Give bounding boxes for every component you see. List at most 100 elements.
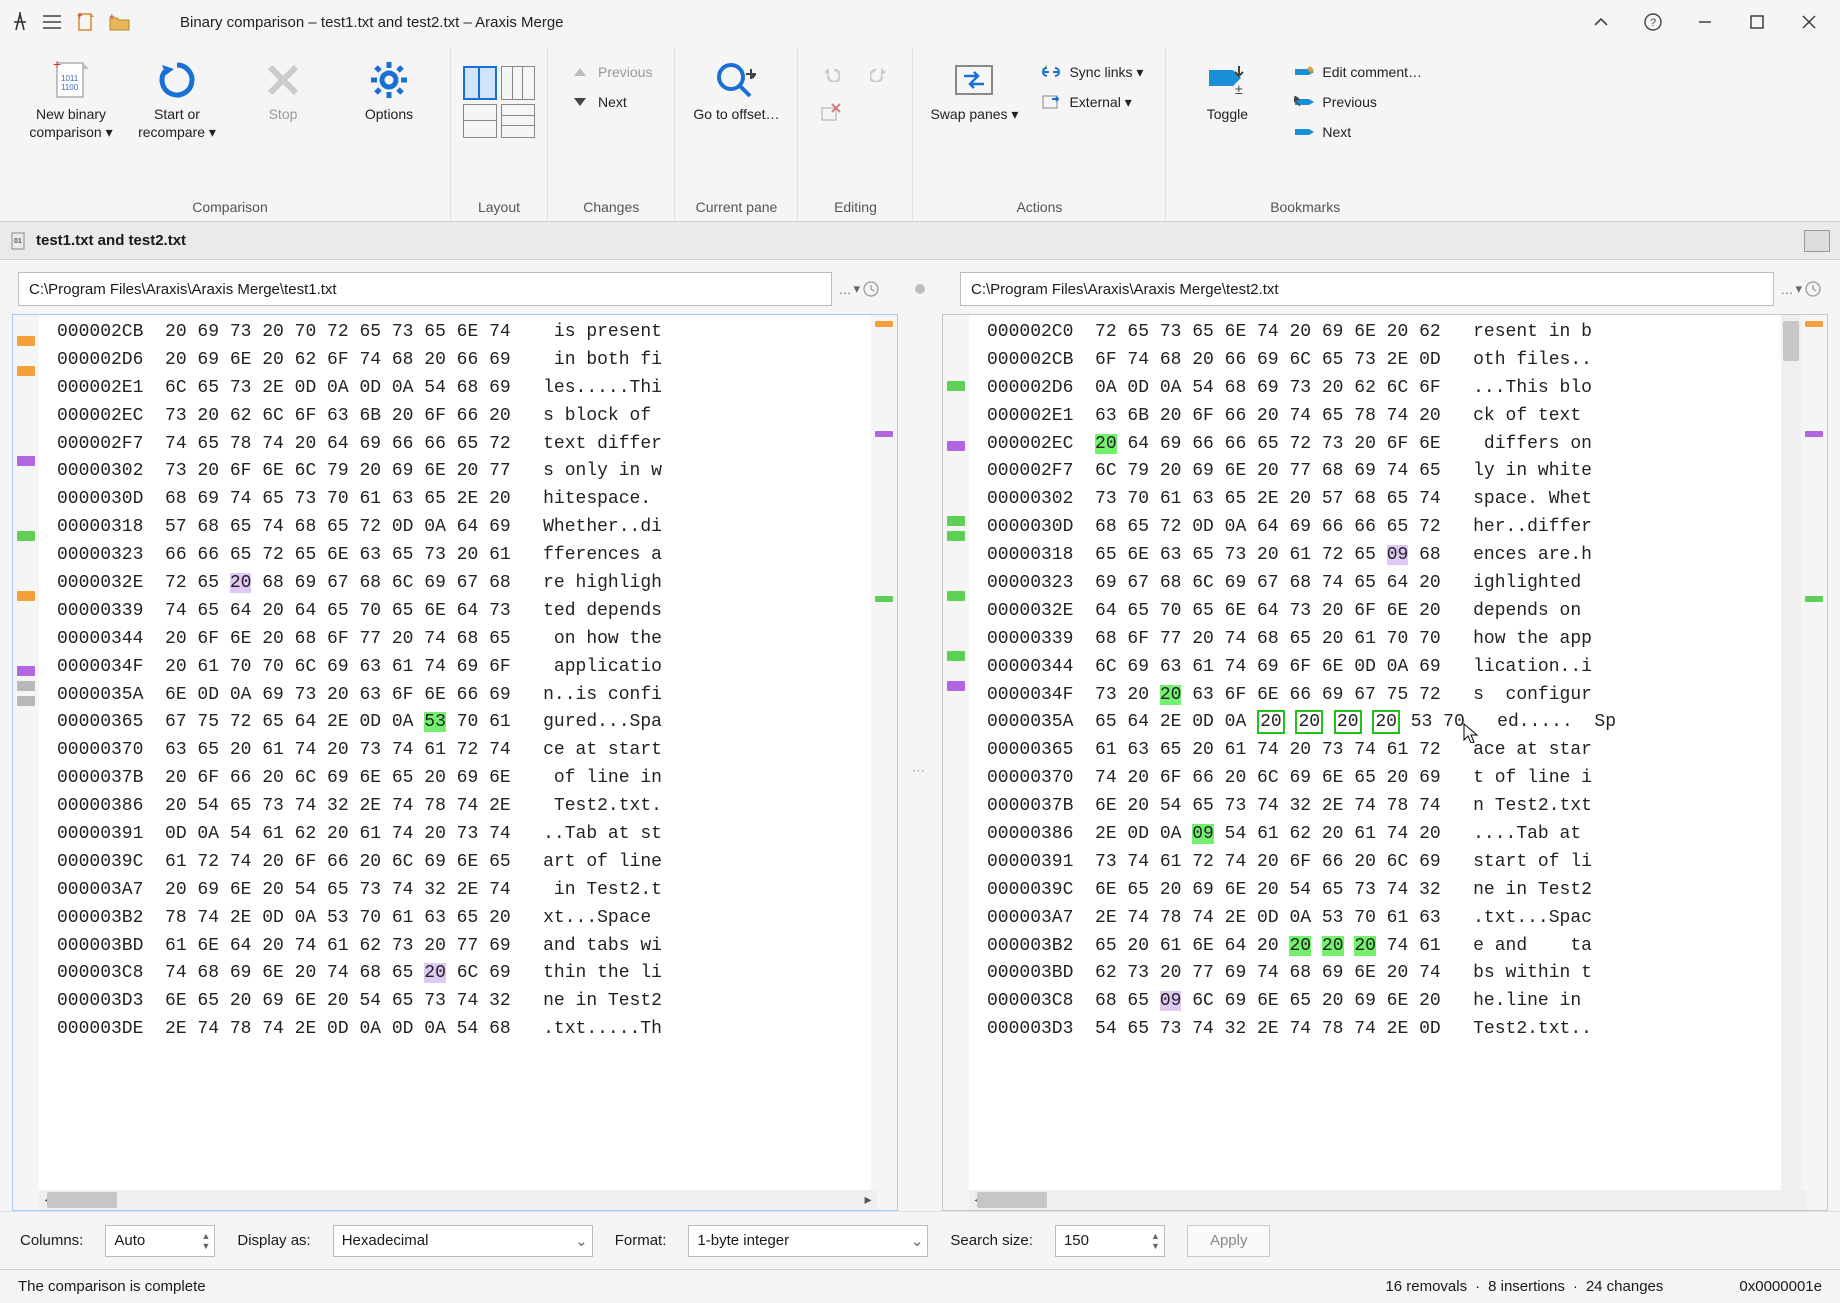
hex-row[interactable]: 00000318 57 68 65 74 68 65 72 0D 0A 64 6… xyxy=(39,514,871,542)
hex-row[interactable]: 000002D6 20 69 6E 20 62 6F 74 68 20 66 6… xyxy=(39,347,871,375)
hex-row[interactable]: 000002CB 20 69 73 20 70 72 65 73 65 6E 7… xyxy=(39,319,871,347)
toggle-bookmark-button[interactable]: ± Toggle xyxy=(1178,52,1276,128)
search-size-input[interactable]: 150 ▲▼ xyxy=(1055,1225,1165,1257)
hex-row[interactable]: 0000037B 20 6F 66 20 6C 69 6E 65 20 69 6… xyxy=(39,765,871,793)
hex-row[interactable]: 000003B2 65 20 61 6E 64 20 20 20 20 74 6… xyxy=(969,933,1781,961)
left-hex-pane[interactable]: 000002CB 20 69 73 20 70 72 65 73 65 6E 7… xyxy=(12,314,898,1211)
hex-row[interactable]: 0000032E 72 65 20 68 69 67 68 6C 69 67 6… xyxy=(39,570,871,598)
previous-bookmark-button[interactable]: Previous xyxy=(1284,88,1432,116)
right-path-dropdown-icon[interactable]: ▾ xyxy=(1795,281,1802,297)
new-doc-icon[interactable]: + xyxy=(72,8,100,36)
minimize-button[interactable] xyxy=(1682,6,1728,38)
hex-row[interactable]: 0000037B 6E 20 54 65 73 74 32 2E 74 78 7… xyxy=(969,793,1781,821)
start-recompare-button[interactable]: Start or recompare ▾ xyxy=(128,52,226,145)
hex-row[interactable]: 00000323 66 66 65 72 65 6E 63 65 73 20 6… xyxy=(39,542,871,570)
hex-row[interactable]: 0000035A 6E 0D 0A 69 73 20 63 6F 6E 66 6… xyxy=(39,682,871,710)
hex-row[interactable]: 000002CB 6F 74 68 20 66 69 6C 65 73 2E 0… xyxy=(969,347,1781,375)
left-path-history-icon[interactable] xyxy=(862,280,880,298)
hex-row[interactable]: 000003B2 78 74 2E 0D 0A 53 70 61 63 65 2… xyxy=(39,905,871,933)
spinner-icon[interactable]: ▲▼ xyxy=(201,1230,210,1252)
swap-panes-button[interactable]: Swap panes ▾ xyxy=(925,52,1023,128)
hex-row[interactable]: 00000370 74 20 6F 66 20 6C 69 6E 65 20 6… xyxy=(969,765,1781,793)
hex-row[interactable]: 000003BD 62 73 20 77 69 74 68 69 6E 20 7… xyxy=(969,960,1781,988)
hex-row[interactable]: 0000034F 73 20 20 63 6F 6E 66 69 67 75 7… xyxy=(969,682,1781,710)
hex-row[interactable]: 000003DE 2E 74 78 74 2E 0D 0A 0D 0A 54 6… xyxy=(39,1016,871,1044)
hex-row[interactable]: 0000030D 68 69 74 65 73 70 61 63 65 2E 2… xyxy=(39,486,871,514)
hex-row[interactable]: 00000370 63 65 20 61 74 20 73 74 61 72 7… xyxy=(39,737,871,765)
hex-row[interactable]: 000002E1 63 6B 20 6F 66 20 74 65 78 74 2… xyxy=(969,403,1781,431)
hex-row[interactable]: 0000039C 61 72 74 20 6F 66 20 6C 69 6E 6… xyxy=(39,849,871,877)
hex-row[interactable]: 0000039C 6E 65 20 69 6E 20 54 65 73 74 3… xyxy=(969,877,1781,905)
hex-row[interactable]: 00000365 67 75 72 65 64 2E 0D 0A 53 70 6… xyxy=(39,709,871,737)
dropdown-icon[interactable]: ⌄ xyxy=(911,1230,924,1252)
open-folder-icon[interactable]: + xyxy=(106,8,134,36)
hex-row[interactable]: 000002D6 0A 0D 0A 54 68 69 73 20 62 6C 6… xyxy=(969,375,1781,403)
hex-row[interactable]: 00000318 65 6E 63 65 73 20 61 72 65 09 6… xyxy=(969,542,1781,570)
hex-row[interactable]: 0000034F 20 61 70 70 6C 69 63 61 74 69 6… xyxy=(39,654,871,682)
maximize-button[interactable] xyxy=(1734,6,1780,38)
new-binary-comparison-button[interactable]: 10111100+ New binary comparison ▾ xyxy=(22,52,120,145)
left-path-more-icon[interactable]: … xyxy=(838,282,851,297)
hex-row[interactable]: 000003A7 20 69 6E 20 54 65 73 74 32 2E 7… xyxy=(39,877,871,905)
hex-row[interactable]: 0000032E 64 65 70 65 6E 64 73 20 6F 6E 2… xyxy=(969,598,1781,626)
options-button[interactable]: Options xyxy=(340,52,438,128)
hex-row[interactable]: 00000302 73 20 6F 6E 6C 79 20 69 6E 20 7… xyxy=(39,458,871,486)
apply-button[interactable]: Apply xyxy=(1187,1225,1271,1257)
hex-row[interactable]: 000003C8 74 68 69 6E 20 74 68 65 20 6C 6… xyxy=(39,960,871,988)
left-horizontal-scrollbar[interactable]: ◂ ▸ xyxy=(39,1190,877,1210)
ribbon-collapse-icon[interactable] xyxy=(1578,6,1624,38)
hex-row[interactable]: 00000302 73 70 61 63 65 2E 20 57 68 65 7… xyxy=(969,486,1781,514)
hex-row[interactable]: 000003C8 68 65 09 6C 69 6E 65 20 69 6E 2… xyxy=(969,988,1781,1016)
document-tab[interactable]: 01 test1.txt and test2.txt xyxy=(10,232,186,250)
hex-row[interactable]: 000003BD 61 6E 64 20 74 61 62 73 20 77 6… xyxy=(39,933,871,961)
hex-row[interactable]: 00000391 73 74 61 72 74 20 6F 66 20 6C 6… xyxy=(969,849,1781,877)
scroll-thumb[interactable] xyxy=(977,1192,1047,1208)
left-hex-content[interactable]: 000002CB 20 69 73 20 70 72 65 73 65 6E 7… xyxy=(39,315,871,1210)
hex-row[interactable]: 00000344 20 6F 6E 20 68 6F 77 20 74 68 6… xyxy=(39,626,871,654)
right-hex-content[interactable]: 000002C0 72 65 73 65 6E 74 20 69 6E 20 6… xyxy=(969,315,1781,1210)
format-select[interactable]: 1-byte integer ⌄ xyxy=(688,1225,928,1257)
next-change-button[interactable]: Next xyxy=(560,88,662,116)
scroll-thumb[interactable] xyxy=(1783,321,1799,361)
right-path-history-icon[interactable] xyxy=(1804,280,1822,298)
hex-row[interactable]: 00000339 68 6F 77 20 74 68 65 20 61 70 7… xyxy=(969,626,1781,654)
hex-row[interactable]: 000002F7 6C 79 20 69 6E 20 77 68 69 74 6… xyxy=(969,458,1781,486)
right-vertical-scrollbar[interactable] xyxy=(1781,315,1801,1210)
hex-row[interactable]: 000002E1 6C 65 73 2E 0D 0A 0D 0A 54 68 6… xyxy=(39,375,871,403)
external-button[interactable]: External ▾ xyxy=(1031,88,1153,116)
scroll-thumb[interactable] xyxy=(47,1192,117,1208)
right-horizontal-scrollbar[interactable]: ◂ ▸ xyxy=(969,1190,1807,1210)
hex-row[interactable]: 0000035A 65 64 2E 0D 0A 20 20 20 20 53 7… xyxy=(969,709,1781,737)
dropdown-icon[interactable]: ⌄ xyxy=(575,1230,588,1252)
hex-row[interactable]: 00000339 74 65 64 20 64 65 70 65 6E 64 7… xyxy=(39,598,871,626)
close-button[interactable] xyxy=(1786,6,1832,38)
hex-row[interactable]: 000003A7 2E 74 78 74 2E 0D 0A 53 70 61 6… xyxy=(969,905,1781,933)
hex-row[interactable]: 00000386 2E 0D 0A 09 54 61 62 20 61 74 2… xyxy=(969,821,1781,849)
layout-three-pane-button[interactable] xyxy=(501,66,535,100)
layout-stack-two-button[interactable] xyxy=(463,104,497,138)
display-as-select[interactable]: Hexadecimal ⌄ xyxy=(333,1225,593,1257)
hamburger-icon[interactable] xyxy=(38,8,66,36)
next-bookmark-button[interactable]: Next xyxy=(1284,118,1432,146)
hex-row[interactable]: 000002EC 20 64 69 66 66 65 72 73 20 6F 6… xyxy=(969,431,1781,459)
hex-row[interactable]: 000002F7 74 65 78 74 20 64 69 66 66 65 7… xyxy=(39,431,871,459)
left-path-dropdown-icon[interactable]: ▾ xyxy=(853,281,860,297)
right-path-more-icon[interactable]: … xyxy=(1780,282,1793,297)
left-file-path-input[interactable]: C:\Program Files\Araxis\Araxis Merge\tes… xyxy=(18,272,832,306)
right-file-path-input[interactable]: C:\Program Files\Araxis\Araxis Merge\tes… xyxy=(960,272,1774,306)
right-hex-pane[interactable]: 000002C0 72 65 73 65 6E 74 20 69 6E 20 6… xyxy=(942,314,1828,1211)
sync-links-button[interactable]: ✓ Sync links ▾ xyxy=(1031,58,1153,86)
layout-two-pane-button[interactable] xyxy=(463,66,497,100)
hex-row[interactable]: 00000365 61 63 65 20 61 74 20 73 74 61 7… xyxy=(969,737,1781,765)
goto-offset-button[interactable]: Go to offset… xyxy=(687,52,785,128)
layout-stack-three-button[interactable] xyxy=(501,104,535,138)
pane-toggle-icon[interactable] xyxy=(1804,230,1830,252)
spinner-icon[interactable]: ▲▼ xyxy=(1151,1230,1160,1252)
hex-row[interactable]: 000003D3 6E 65 20 69 6E 20 54 65 73 74 3… xyxy=(39,988,871,1016)
hex-row[interactable]: 000002EC 73 20 62 6C 6F 63 6B 20 6F 66 2… xyxy=(39,403,871,431)
hex-row[interactable]: 00000344 6C 69 63 61 74 69 6F 6E 0D 0A 6… xyxy=(969,654,1781,682)
hex-row[interactable]: 00000391 0D 0A 54 61 62 20 61 74 20 73 7… xyxy=(39,821,871,849)
columns-input[interactable]: Auto ▲▼ xyxy=(105,1225,215,1257)
hex-row[interactable]: 00000323 69 67 68 6C 69 67 68 74 65 64 2… xyxy=(969,570,1781,598)
edit-comment-button[interactable]: Edit comment… xyxy=(1284,58,1432,86)
